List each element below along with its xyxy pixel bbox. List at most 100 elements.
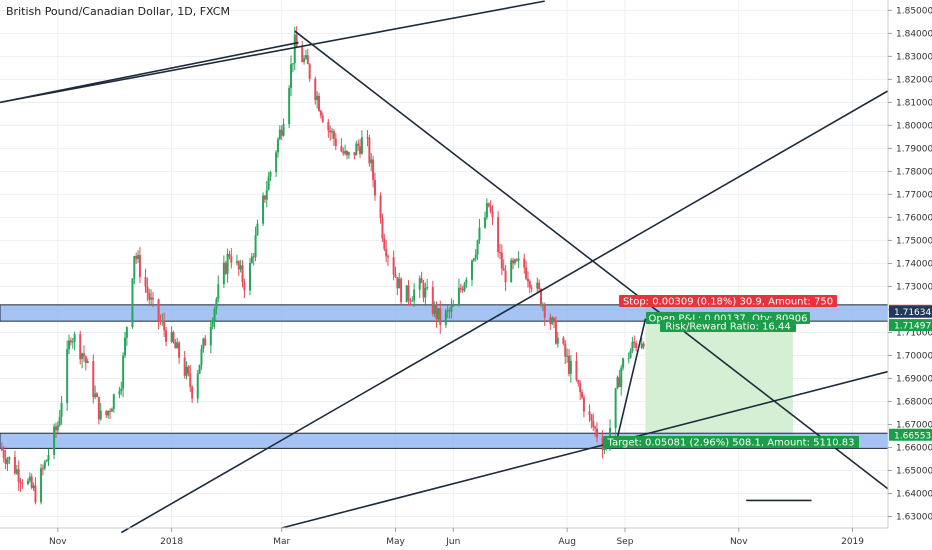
candle-body	[235, 261, 238, 263]
y-tick-label: 1.75000	[896, 236, 932, 246]
candle-body	[293, 34, 296, 64]
candle-body	[308, 64, 311, 79]
candle-body	[411, 300, 414, 302]
candle-body	[595, 428, 598, 438]
candle-body	[444, 310, 447, 325]
candle-body	[334, 138, 337, 147]
candle-body	[405, 285, 408, 303]
candle-body	[54, 426, 57, 431]
candle-body	[627, 358, 630, 360]
lower-rising-line[interactable]	[281, 370, 889, 529]
candle-body	[263, 195, 266, 200]
x-tick-label: Aug	[558, 537, 576, 547]
candle-body	[265, 189, 268, 200]
candle-body	[291, 63, 294, 65]
candle-body	[19, 482, 22, 484]
candle-body	[450, 305, 453, 312]
candle-body	[543, 304, 546, 318]
y-tick-label: 1.67000	[896, 420, 932, 430]
rising-line[interactable]	[120, 90, 889, 534]
candle-body	[355, 143, 358, 156]
candle-body	[618, 377, 621, 388]
candle-body	[538, 282, 541, 290]
candle-body	[554, 320, 557, 344]
candle-body	[353, 152, 356, 156]
candle-body	[513, 259, 516, 264]
candle-body	[426, 287, 429, 289]
candle-body	[222, 262, 225, 285]
candle-body	[170, 332, 173, 342]
upper-channel-line[interactable]	[0, 0, 545, 104]
candle-body	[517, 258, 520, 261]
candle-body	[34, 485, 37, 503]
candle-body	[635, 343, 638, 349]
candle-body	[340, 146, 343, 152]
y-tick-label: 1.77000	[896, 190, 932, 200]
candle-body	[99, 410, 102, 420]
candle-body	[359, 146, 362, 154]
candle-body	[431, 287, 434, 314]
candle-body	[306, 55, 309, 65]
candle-body	[629, 350, 632, 359]
candle-body	[398, 278, 401, 289]
candle-body	[30, 476, 33, 488]
candle-body	[252, 256, 255, 258]
candle-body	[368, 137, 371, 164]
candle-body	[372, 159, 375, 181]
candle-body	[138, 255, 141, 278]
target-label-bg	[603, 436, 859, 448]
candle-body	[196, 373, 199, 399]
pattern-leg-line[interactable]	[614, 318, 647, 446]
candle-body	[56, 425, 59, 431]
candle-body	[290, 64, 293, 88]
candle-body	[588, 411, 591, 416]
candle-body	[148, 293, 151, 300]
candle-body	[439, 308, 442, 325]
time-axis[interactable]: Nov 2018 Mar May Jun Aug Sep Nov 2019	[49, 528, 864, 547]
candle-body	[137, 255, 140, 259]
stop-label-text: Stop: 0.00309 (0.18%) 30.9, Amount: 750	[623, 297, 833, 308]
trendlines[interactable]	[0, 0, 889, 534]
candle-body	[215, 299, 218, 309]
candle-body	[105, 410, 108, 416]
candle-body	[551, 317, 554, 324]
price-badge-text: 1.66553	[894, 431, 931, 441]
candle-body	[135, 255, 138, 259]
candle-body	[381, 217, 384, 239]
candle-body	[239, 265, 242, 270]
candle-body	[549, 317, 552, 324]
candle-body	[400, 278, 403, 303]
risk-reward-label: Risk/Reward Ratio: 16.44	[660, 320, 796, 333]
candle-body	[379, 195, 382, 218]
candle-body	[452, 305, 455, 307]
price-axis[interactable]: 1.63000 1.64000 1.65000 1.66000 1.67000 1.680…	[888, 6, 932, 522]
channel-top-line[interactable]	[0, 41, 299, 104]
price-badge	[889, 428, 932, 441]
descending-line[interactable]	[294, 30, 889, 490]
candle-body	[474, 254, 477, 259]
candle-body	[58, 416, 61, 426]
candle-body	[120, 388, 123, 392]
candle-body	[97, 396, 100, 420]
candle-body	[8, 456, 11, 460]
candle-body	[387, 256, 390, 258]
candle-body	[230, 256, 233, 263]
candle-body	[413, 289, 416, 301]
x-tick-label: Jun	[445, 537, 460, 547]
candle-body	[385, 248, 388, 257]
candle-body	[491, 211, 494, 218]
candle-body	[470, 260, 473, 280]
candle-body	[556, 337, 559, 344]
candle-body	[541, 304, 544, 306]
candle-body	[53, 426, 56, 456]
candle-body	[383, 238, 386, 249]
candle-body	[448, 310, 451, 312]
y-tick-label: 1.85000	[896, 6, 932, 16]
candle-body	[226, 253, 229, 274]
candle-body	[191, 386, 194, 399]
candle-body	[256, 223, 259, 236]
price-badge	[889, 319, 932, 332]
candle-body	[275, 152, 278, 173]
